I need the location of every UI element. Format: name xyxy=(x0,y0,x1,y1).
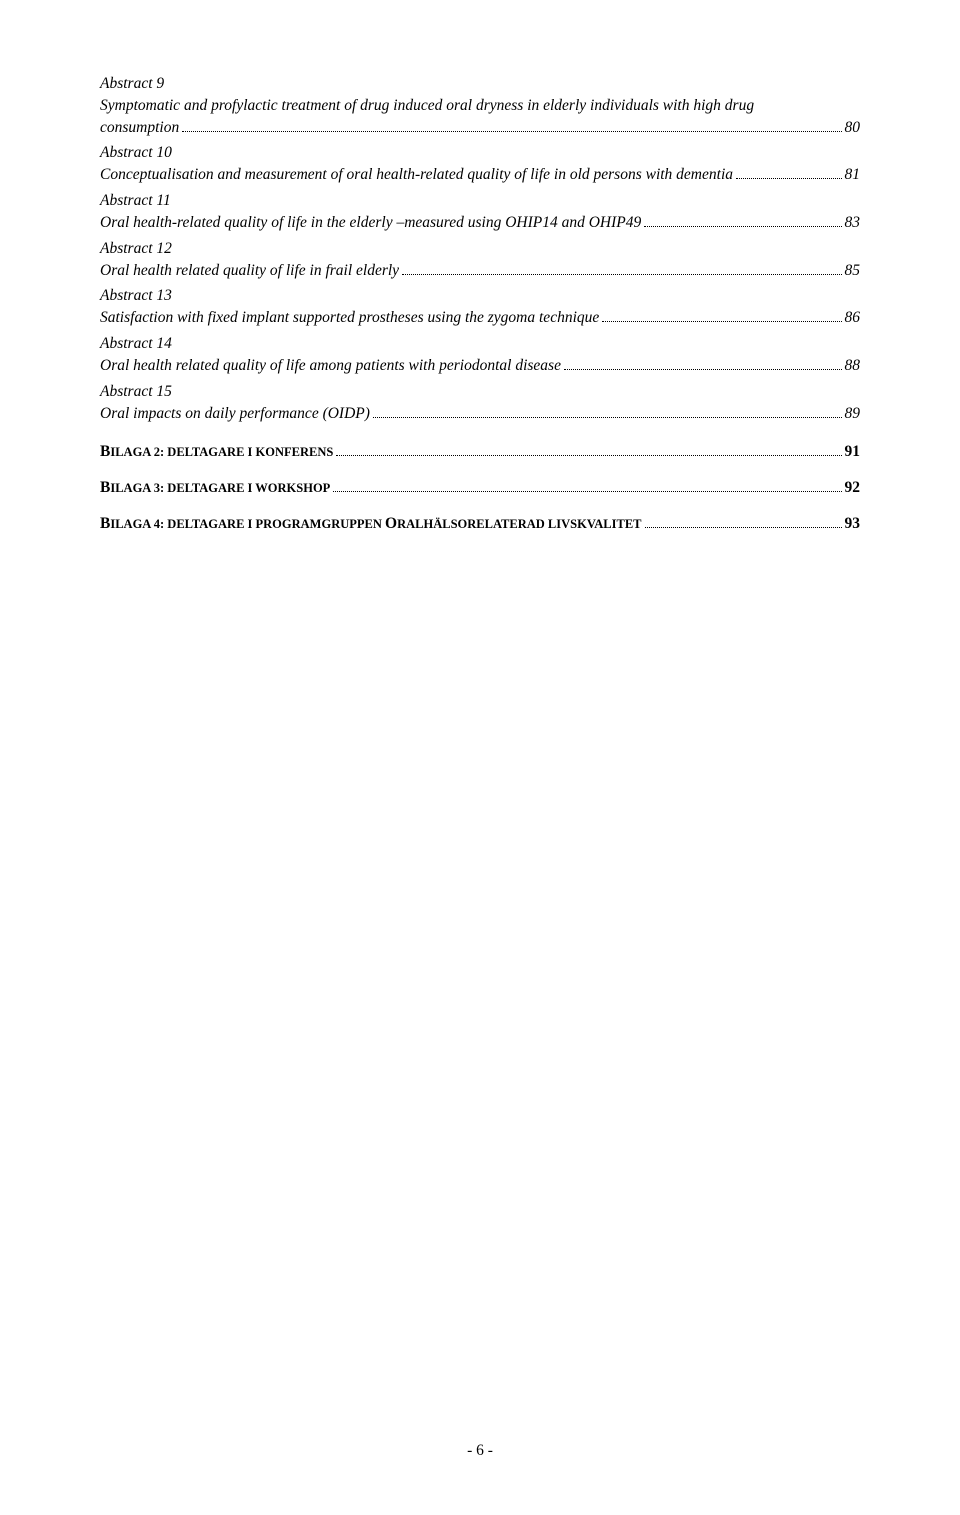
cap: B xyxy=(100,515,110,532)
toc-bilaga-text: BILAGA 3: DELTAGARE I WORKSHOP xyxy=(100,479,330,497)
toc-desc-text: Oral health-related quality of life in t… xyxy=(100,212,641,234)
toc-leader-dots xyxy=(402,274,841,275)
toc-page-number: 93 xyxy=(845,515,861,533)
toc-page-number: 85 xyxy=(845,260,861,282)
toc-entry: Abstract 10 Conceptualisation and measur… xyxy=(100,144,860,186)
toc-leader-dots xyxy=(736,178,842,179)
toc-leader-dots xyxy=(602,321,841,322)
smallcap: RALHÄLSORELATERAD LIVSKVALITET xyxy=(397,517,641,531)
toc-bilaga-line: BILAGA 3: DELTAGARE I WORKSHOP 92 xyxy=(100,479,860,497)
toc-entry: Abstract 11 Oral health-related quality … xyxy=(100,192,860,234)
toc-desc-text: Oral impacts on daily performance (OIDP) xyxy=(100,403,370,425)
toc-page-number: 83 xyxy=(845,212,861,234)
toc-desc-line: Oral health related quality of life in f… xyxy=(100,260,860,282)
toc-page-number: 91 xyxy=(845,443,861,461)
toc-page-number: 88 xyxy=(845,355,861,377)
toc-page-number: 86 xyxy=(845,307,861,329)
toc-heading: Abstract 11 xyxy=(100,192,860,210)
cap: O xyxy=(385,515,397,532)
toc-page-number: 80 xyxy=(845,117,861,139)
smallcap: ELTAGARE I PROGRAMGRUPPEN xyxy=(176,517,385,531)
toc-heading: Abstract 14 xyxy=(100,335,860,353)
toc-leader-dots xyxy=(645,527,842,528)
toc-leader-dots xyxy=(373,417,842,418)
toc-entry: Abstract 12 Oral health related quality … xyxy=(100,240,860,282)
toc-entry: Abstract 9 Symptomatic and profylactic t… xyxy=(100,75,860,138)
toc-desc-line: Conceptualisation and measurement of ora… xyxy=(100,164,860,186)
toc-heading: Abstract 15 xyxy=(100,383,860,401)
toc-entry: Abstract 15 Oral impacts on daily perfor… xyxy=(100,383,860,425)
toc-desc-line: Oral health-related quality of life in t… xyxy=(100,212,860,234)
toc-leader-dots xyxy=(564,369,842,370)
toc-page-number: 92 xyxy=(845,479,861,497)
toc-leader-dots xyxy=(333,491,841,492)
toc-heading: Abstract 12 xyxy=(100,240,860,258)
cap: B xyxy=(100,479,110,496)
toc-desc-text: Oral health related quality of life in f… xyxy=(100,260,399,282)
cap: B xyxy=(100,443,110,460)
table-of-contents: Abstract 9 Symptomatic and profylactic t… xyxy=(100,75,860,533)
toc-desc-line: consumption 80 xyxy=(100,117,860,139)
toc-page-number: 89 xyxy=(845,403,861,425)
toc-desc-text: consumption xyxy=(100,117,179,139)
page-footer: - 6 - xyxy=(0,1442,960,1460)
toc-leader-dots xyxy=(182,131,841,132)
toc-bilaga-text: BILAGA 2: DELTAGARE I KONFERENS xyxy=(100,443,333,461)
toc-desc-line: Oral health related quality of life amon… xyxy=(100,355,860,377)
toc-heading: Abstract 13 xyxy=(100,287,860,305)
toc-desc-pre: Symptomatic and profylactic treatment of… xyxy=(100,95,860,117)
toc-entry: Abstract 13 Satisfaction with fixed impl… xyxy=(100,287,860,329)
toc-bilaga-text: BILAGA 4: DELTAGARE I PROGRAMGRUPPEN ORA… xyxy=(100,515,642,533)
toc-heading: Abstract 9 xyxy=(100,75,860,93)
smallcap: ILAGA 4: D xyxy=(110,517,176,531)
toc-leader-dots xyxy=(644,226,841,227)
toc-entry: Abstract 14 Oral health related quality … xyxy=(100,335,860,377)
toc-bilaga-line: BILAGA 2: DELTAGARE I KONFERENS 91 xyxy=(100,443,860,461)
toc-desc-line: Oral impacts on daily performance (OIDP)… xyxy=(100,403,860,425)
smallcap: ILAGA 3: D xyxy=(110,481,176,495)
toc-page-number: 81 xyxy=(845,164,861,186)
smallcap: ELTAGARE I KONFERENS xyxy=(176,445,333,459)
toc-heading: Abstract 10 xyxy=(100,144,860,162)
toc-desc-text: Satisfaction with fixed implant supporte… xyxy=(100,307,599,329)
toc-desc-text: Oral health related quality of life amon… xyxy=(100,355,561,377)
toc-desc-text: Conceptualisation and measurement of ora… xyxy=(100,164,733,186)
toc-leader-dots xyxy=(336,455,841,456)
smallcap: ILAGA 2: D xyxy=(110,445,176,459)
toc-bilaga-line: BILAGA 4: DELTAGARE I PROGRAMGRUPPEN ORA… xyxy=(100,515,860,533)
smallcap: ELTAGARE I WORKSHOP xyxy=(176,481,330,495)
toc-desc-line: Satisfaction with fixed implant supporte… xyxy=(100,307,860,329)
